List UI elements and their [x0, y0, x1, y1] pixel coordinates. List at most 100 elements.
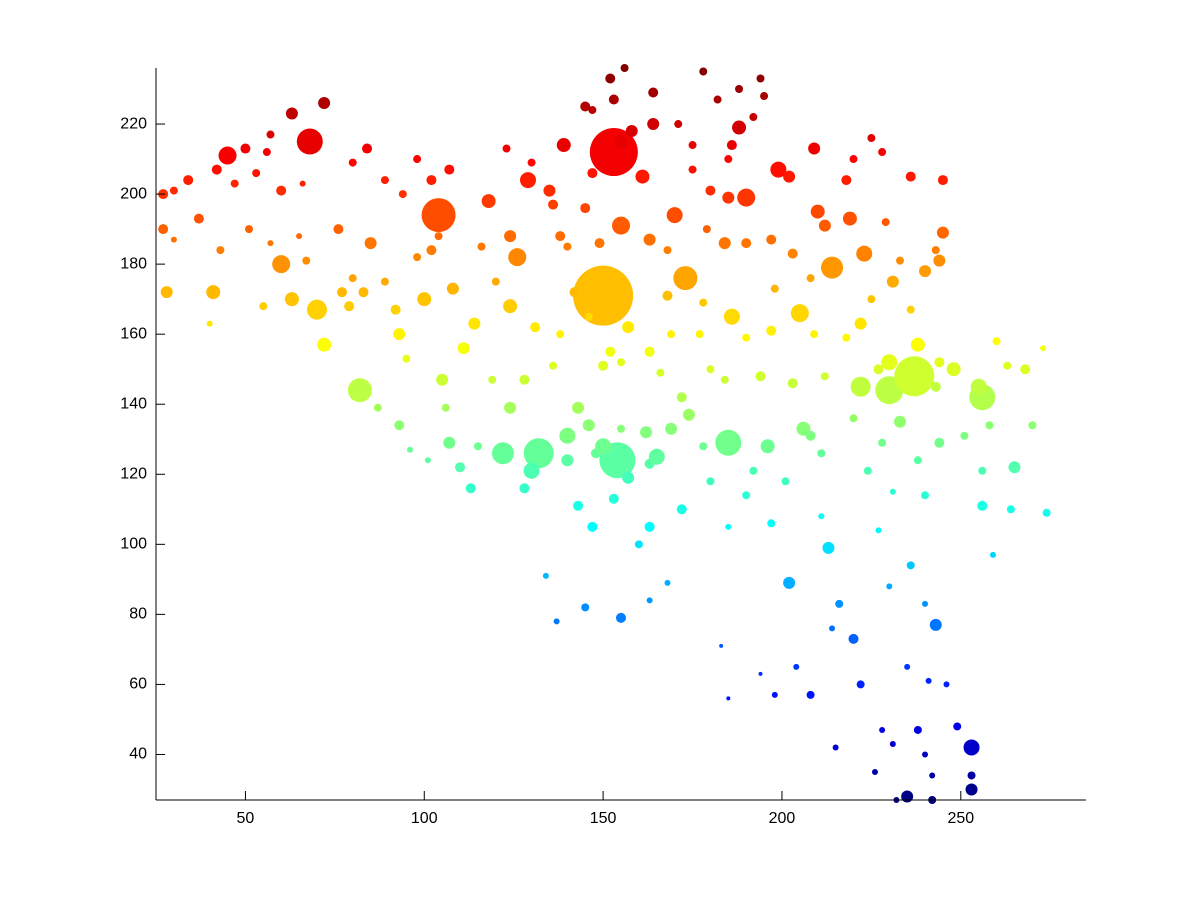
scatter-point — [781, 477, 790, 486]
x-tick-label: 200 — [769, 810, 796, 827]
scatter-point — [206, 285, 221, 300]
scatter-point — [569, 287, 580, 298]
scatter-point — [715, 429, 742, 456]
scatter-point — [523, 438, 554, 469]
scatter-point — [985, 421, 994, 430]
scatter-point — [358, 287, 369, 298]
scatter-point — [488, 375, 497, 384]
x-tick-label: 50 — [237, 810, 255, 827]
scatter-point — [348, 158, 357, 167]
y-tick-label: 160 — [120, 325, 147, 342]
scatter-point — [886, 583, 893, 590]
scatter-point — [806, 690, 815, 699]
scatter-point — [643, 233, 656, 246]
scatter-point — [262, 148, 271, 157]
scatter-point — [910, 337, 925, 352]
scatter-point — [674, 120, 683, 129]
scatter-point — [849, 414, 858, 423]
scatter-point — [612, 216, 630, 235]
scatter-point — [413, 253, 422, 262]
scatter-point — [402, 354, 411, 363]
scatter-point — [978, 466, 987, 475]
scatter-point — [561, 454, 574, 467]
scatter-point — [296, 128, 323, 155]
scatter-point — [477, 242, 486, 251]
scatter-point — [818, 513, 825, 520]
scatter-point — [548, 199, 559, 210]
scatter-point — [922, 751, 929, 758]
scatter-point — [556, 138, 571, 153]
scatter-point — [1042, 508, 1051, 517]
scatter-point — [688, 141, 697, 150]
scatter-point — [889, 488, 896, 495]
scatter-point — [582, 419, 595, 432]
scatter-point — [842, 333, 851, 342]
y-tick-label: 120 — [120, 465, 147, 482]
scatter-point — [699, 298, 708, 307]
scatter-point — [906, 561, 915, 570]
scatter-point — [875, 527, 882, 534]
scatter-point — [644, 521, 655, 532]
scatter-point — [967, 771, 976, 780]
scatter-point — [644, 346, 655, 357]
scatter-point — [992, 337, 1001, 346]
scatter-point — [468, 317, 481, 330]
scatter-point — [960, 431, 969, 440]
scatter-point — [504, 230, 517, 243]
scatter-point — [894, 415, 906, 428]
scatter-point — [871, 768, 878, 775]
scatter-point — [835, 599, 844, 608]
scatter-point — [889, 740, 896, 747]
x-tick-label: 100 — [411, 810, 438, 827]
scatter-point — [622, 471, 635, 484]
scatter-point — [542, 572, 549, 579]
scatter-point — [963, 739, 980, 756]
scatter-point — [946, 362, 961, 377]
scatter-point — [614, 134, 628, 149]
scatter-point — [580, 101, 591, 112]
scatter-point — [867, 295, 876, 304]
scatter-point — [266, 130, 275, 139]
scatter-point — [934, 437, 945, 448]
scatter-point — [676, 392, 687, 403]
scatter-point — [735, 85, 744, 94]
scatter-point — [306, 299, 327, 320]
scatter-point — [770, 161, 787, 178]
scatter-point — [206, 320, 213, 327]
scatter-point — [296, 233, 303, 240]
scatter-point — [856, 245, 873, 262]
scatter-point — [530, 322, 541, 333]
scatter-point — [625, 125, 638, 138]
scatter-point — [344, 301, 355, 312]
scatter-point — [617, 424, 625, 433]
scatter-point — [443, 436, 456, 449]
scatter-point — [749, 466, 758, 475]
scatter-point — [556, 330, 565, 339]
scatter-point — [553, 618, 560, 625]
scatter-point — [771, 691, 778, 698]
scatter-point — [873, 364, 884, 375]
scatter-point — [894, 356, 935, 397]
scatter-point — [169, 186, 178, 195]
x-tick-label: 250 — [947, 810, 974, 827]
scatter-point — [749, 113, 758, 122]
scatter-point — [760, 92, 769, 101]
scatter-point — [848, 633, 859, 644]
y-tick-label: 200 — [120, 185, 147, 202]
scatter-point — [1028, 421, 1037, 430]
scatter-point — [667, 330, 676, 339]
scatter-point — [616, 612, 626, 623]
scatter-point — [856, 680, 865, 689]
scatter-point — [473, 442, 482, 451]
scatter-point — [808, 142, 821, 155]
scatter-point — [434, 232, 443, 241]
scatter-point — [706, 365, 715, 374]
scatter-point — [913, 725, 922, 734]
scatter-point — [878, 148, 887, 157]
plot-area — [158, 64, 1051, 804]
scatter-point — [587, 168, 598, 179]
scatter-point — [925, 677, 932, 684]
scatter-point — [929, 772, 936, 779]
